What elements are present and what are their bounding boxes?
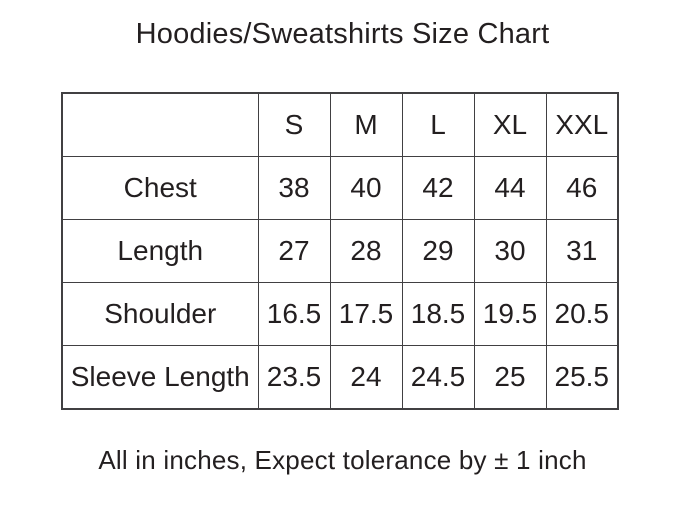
column-header-xxl: XXL [545, 92, 619, 157]
page-title: Hoodies/Sweatshirts Size Chart [135, 18, 550, 50]
table-cell: 24.5 [401, 345, 475, 410]
size-chart-table: S M L XL XXL Chest 38 40 42 44 46 Length… [61, 92, 619, 410]
row-label-chest: Chest [61, 156, 259, 220]
table-row-sleeve-length: Sleeve Length 23.5 24 24.5 25 25.5 [61, 345, 619, 410]
row-label-shoulder: Shoulder [61, 282, 259, 346]
table-cell: 30 [473, 219, 547, 283]
footer-note: All in inches, Expect tolerance by ± 1 i… [98, 445, 587, 475]
table-cell: 18.5 [401, 282, 475, 346]
table-cell: 38 [257, 156, 331, 220]
table-cell: 27 [257, 219, 331, 283]
column-header-m: M [329, 92, 403, 157]
table-cell: 16.5 [257, 282, 331, 346]
table-cell: 17.5 [329, 282, 403, 346]
table-cell: 23.5 [257, 345, 331, 410]
table-cell: 25.5 [545, 345, 619, 410]
table-row-length: Length 27 28 29 30 31 [61, 219, 619, 283]
table-cell: 24 [329, 345, 403, 410]
table-cell: 19.5 [473, 282, 547, 346]
table-row-shoulder: Shoulder 16.5 17.5 18.5 19.5 20.5 [61, 282, 619, 346]
table-cell: 40 [329, 156, 403, 220]
table-cell: 25 [473, 345, 547, 410]
table-cell: 28 [329, 219, 403, 283]
table-cell: 20.5 [545, 282, 619, 346]
column-header-l: L [401, 92, 475, 157]
table-header-row: S M L XL XXL [61, 92, 619, 157]
corner-cell [61, 92, 259, 157]
table-cell: 42 [401, 156, 475, 220]
table-row-chest: Chest 38 40 42 44 46 [61, 156, 619, 220]
column-header-s: S [257, 92, 331, 157]
table-cell: 29 [401, 219, 475, 283]
column-header-xl: XL [473, 92, 547, 157]
row-label-length: Length [61, 219, 259, 283]
table-cell: 31 [545, 219, 619, 283]
table-cell: 44 [473, 156, 547, 220]
row-label-sleeve-length: Sleeve Length [61, 345, 259, 410]
table-cell: 46 [545, 156, 619, 220]
